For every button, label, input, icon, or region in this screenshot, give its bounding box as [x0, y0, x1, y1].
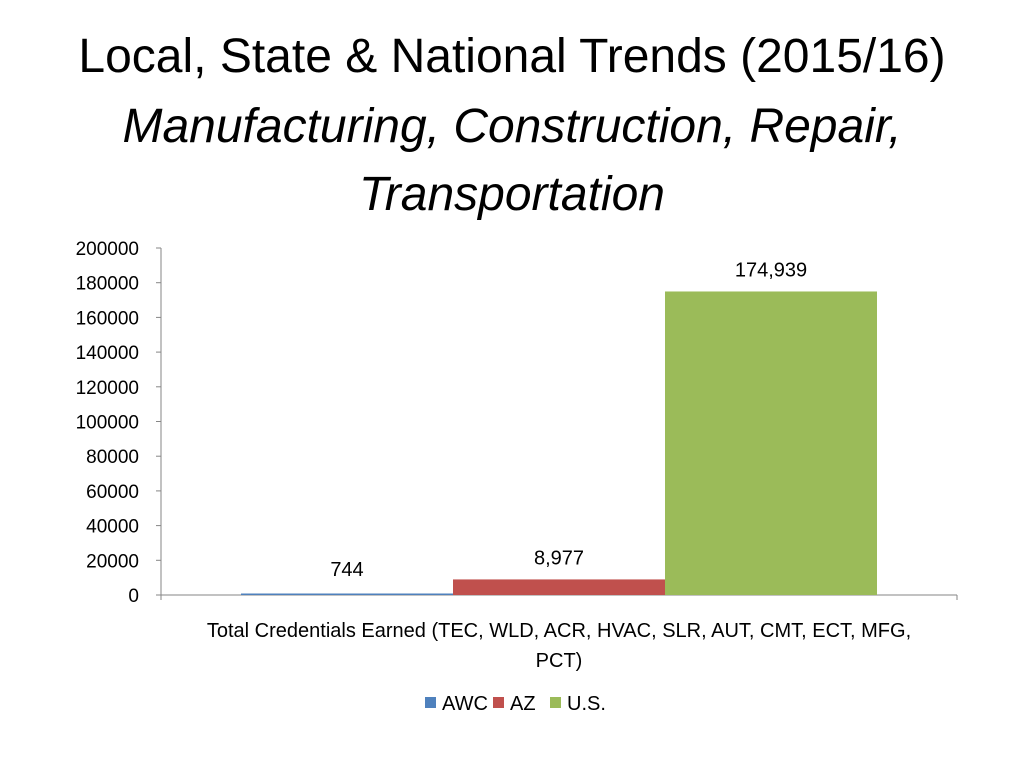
bar-az: [453, 579, 665, 595]
data-label: 174,939: [735, 259, 807, 281]
y-tick-label: 40000: [86, 517, 139, 538]
slide-subtitle-line-1: Manufacturing, Construction, Repair,: [122, 100, 902, 153]
legend-swatch-us: [550, 697, 561, 708]
y-tick-label: 100000: [76, 413, 139, 434]
y-tick-label: 160000: [76, 308, 139, 329]
y-tick-label: 200000: [76, 239, 139, 260]
y-tick-label: 0: [128, 586, 139, 607]
x-category-label: Total Credentials Earned (TEC, WLD, ACR,…: [207, 620, 911, 642]
bar-awc: [241, 593, 453, 595]
legend-label: AWC: [442, 693, 488, 715]
legend-label: AZ: [510, 693, 536, 715]
y-tick-label: 80000: [86, 447, 139, 468]
x-category-label: PCT): [536, 650, 583, 672]
slide-subtitle-line-2: Transportation: [359, 168, 665, 221]
legend-label: U.S.: [567, 693, 606, 715]
y-tick-label: 60000: [86, 482, 139, 503]
data-label: 8,977: [534, 547, 584, 569]
y-tick-label: 120000: [76, 378, 139, 399]
legend-swatch-awc: [425, 697, 436, 708]
slide-title: Local, State & National Trends (2015/16): [78, 30, 946, 83]
y-tick-label: 140000: [76, 343, 139, 364]
data-label: 744: [330, 559, 363, 581]
bar-us: [665, 291, 877, 595]
y-tick-label: 180000: [76, 274, 139, 295]
legend-swatch-az: [493, 697, 504, 708]
y-tick-label: 20000: [86, 551, 139, 572]
